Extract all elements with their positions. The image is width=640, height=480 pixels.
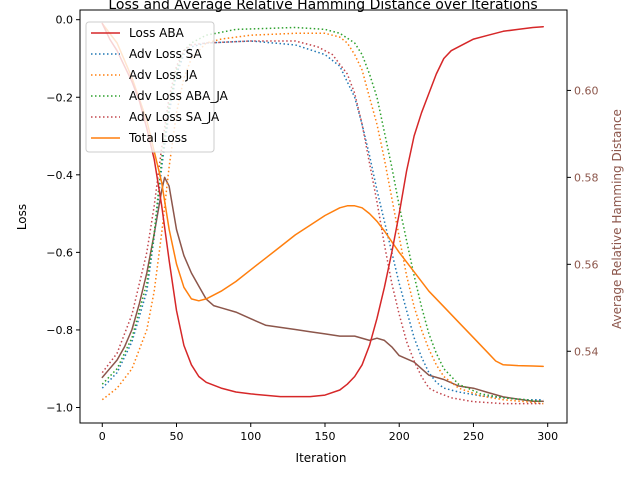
x-axis-label: Iteration bbox=[296, 451, 347, 465]
legend-label: Total Loss bbox=[128, 131, 187, 145]
x-tick-label: 100 bbox=[240, 430, 261, 443]
plot-frame bbox=[79, 9, 568, 424]
x-tick-label: 200 bbox=[389, 430, 410, 443]
y-tick-label: −0.4 bbox=[46, 169, 73, 182]
series-line-average-relative-hamming-distance bbox=[101, 176, 544, 403]
x-tick-label: 0 bbox=[99, 430, 106, 443]
x-tick-label: 250 bbox=[463, 430, 484, 443]
series-line-loss-aba bbox=[101, 22, 544, 398]
x-tick-label: 50 bbox=[170, 430, 184, 443]
x-tick-label: 150 bbox=[314, 430, 335, 443]
y-tick-label: −0.8 bbox=[46, 324, 73, 337]
plot-area bbox=[101, 22, 544, 405]
x-tick-label: 300 bbox=[537, 430, 558, 443]
y-tick-label: −0.2 bbox=[46, 91, 73, 104]
legend-label: Adv Loss SA_JA bbox=[129, 110, 220, 124]
y2-tick-label: 0.54 bbox=[574, 345, 599, 358]
y-tick-label: 0.0 bbox=[56, 14, 74, 27]
legend-label: Adv Loss SA bbox=[129, 47, 203, 61]
legend-label: Adv Loss ABA_JA bbox=[129, 89, 229, 103]
series-line-total-loss bbox=[101, 22, 544, 368]
series-line-adv-loss-sa-ja bbox=[101, 40, 544, 405]
y-axis-label: Loss bbox=[15, 204, 29, 230]
y2-axis-label: Average Relative Hamming Distance bbox=[610, 109, 624, 329]
y2-tick-label: 0.58 bbox=[574, 171, 599, 184]
y2-tick-label: 0.60 bbox=[574, 84, 599, 97]
legend: Loss ABA Adv Loss SA Adv Loss JA Adv Loss A… bbox=[85, 21, 229, 153]
y-axis-right: 0.54 0.56 0.58 0.60 bbox=[567, 84, 599, 358]
chart-title: Loss and Average Relative Hamming Distan… bbox=[108, 0, 537, 13]
y2-tick-label: 0.56 bbox=[574, 258, 599, 271]
legend-box bbox=[85, 21, 215, 153]
series-line-adv-loss-ja bbox=[101, 32, 544, 405]
legend-label: Adv Loss JA bbox=[129, 68, 198, 82]
series-line-adv-loss-sa bbox=[101, 40, 544, 401]
y-axis-left: 0.0 −0.2 −0.4 −0.6 −0.8 −1.0 bbox=[46, 14, 80, 414]
y-tick-label: −1.0 bbox=[46, 401, 73, 414]
x-axis: 0 50 100 150 200 250 300 bbox=[99, 423, 558, 443]
y-tick-label: −0.6 bbox=[46, 246, 73, 259]
legend-label: Loss ABA bbox=[129, 26, 185, 40]
